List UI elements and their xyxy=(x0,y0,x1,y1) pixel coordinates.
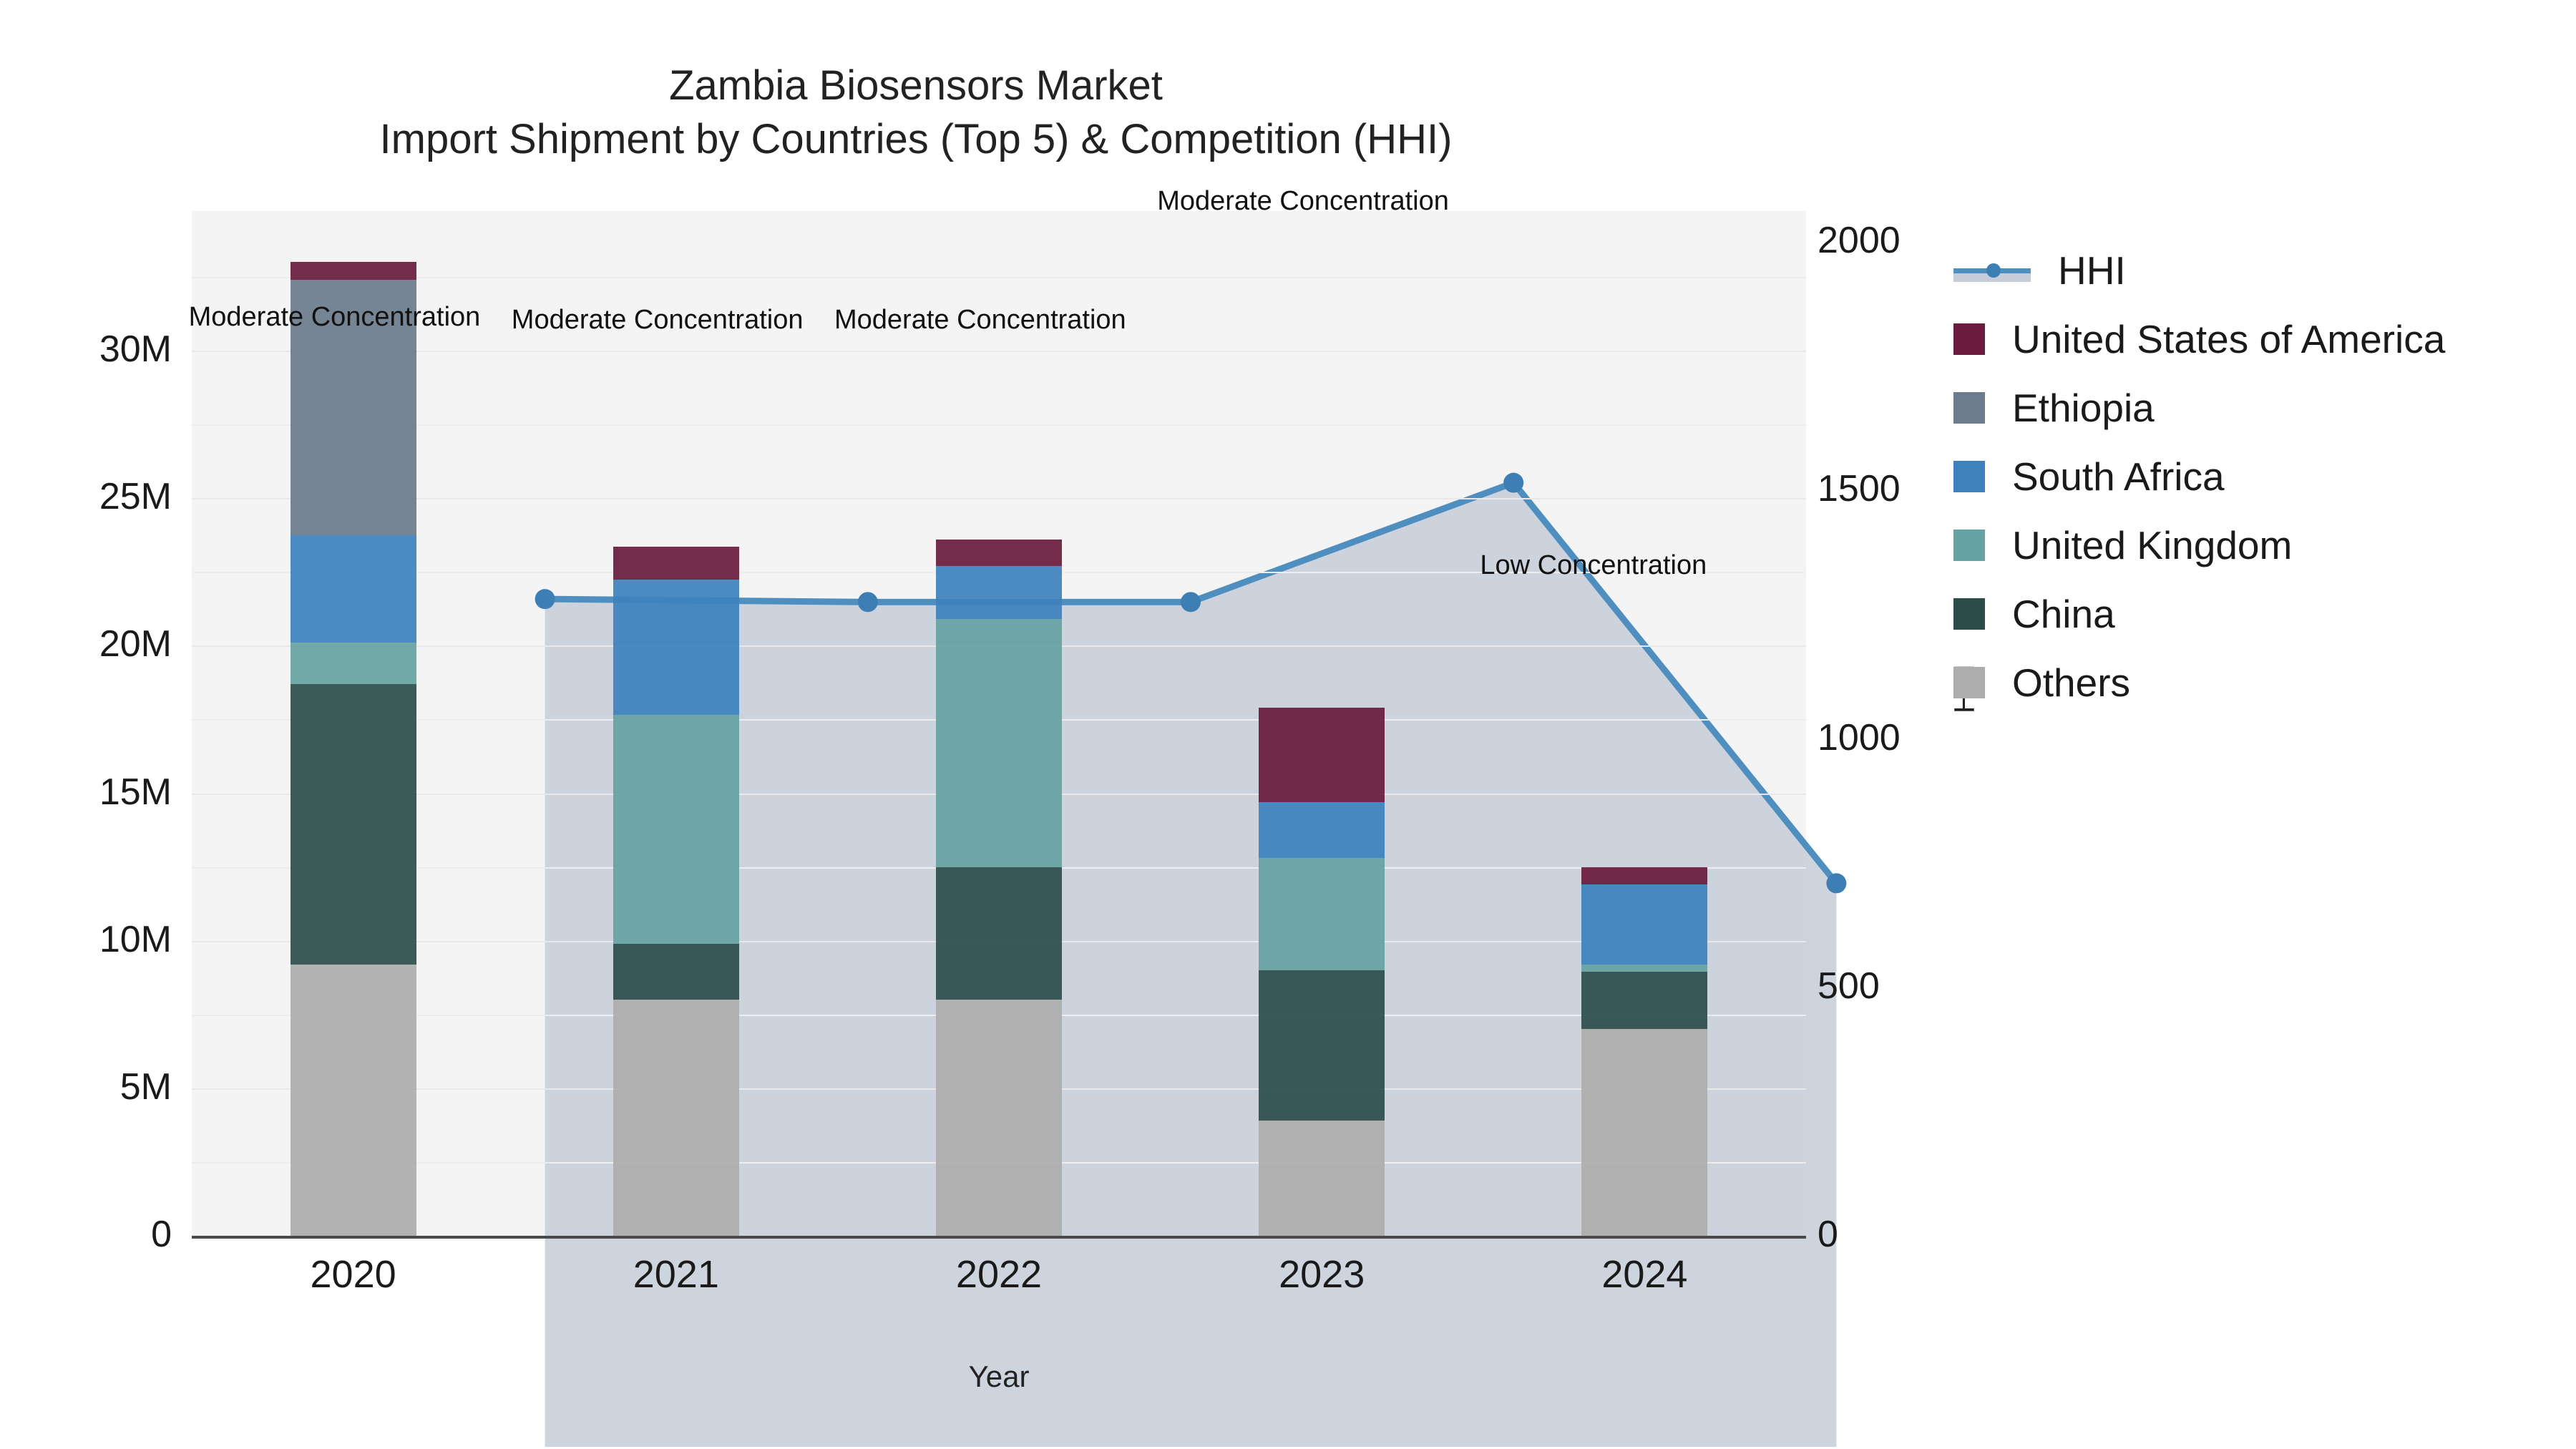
y-axis-left-tick-label: 15M xyxy=(99,771,172,813)
annotation-2024: Low Concentration xyxy=(1480,550,1707,581)
bar-segment-china[interactable] xyxy=(613,943,739,1000)
bar-segment-united-states-of-america[interactable] xyxy=(936,539,1062,566)
legend-label: HHI xyxy=(2058,248,2126,293)
legend-color-swatch xyxy=(1953,323,1985,355)
legend-color-swatch xyxy=(1953,667,1985,698)
hhi-marker-2024[interactable] xyxy=(1826,873,1847,894)
bar-segment-china[interactable] xyxy=(1259,970,1385,1121)
bar-segment-others[interactable] xyxy=(290,964,416,1236)
x-axis-tick-label: 2024 xyxy=(1601,1253,1688,1296)
x-axis-tick-label: 2021 xyxy=(633,1253,719,1296)
y-axis-left-tick-label: 10M xyxy=(99,918,172,960)
chart-title-block: Zambia Biosensors Market Import Shipment… xyxy=(0,59,1832,167)
legend-item-united-kingdom[interactable]: United Kingdom xyxy=(1953,511,2445,580)
bar-segment-south-africa[interactable] xyxy=(1259,801,1385,859)
y-axis-right-tick-label: 0 xyxy=(1818,1214,1838,1255)
bar-segment-united-kingdom[interactable] xyxy=(936,619,1062,867)
legend-label: South Africa xyxy=(2012,454,2225,499)
x-axis-tick-label: 2023 xyxy=(1279,1253,1365,1296)
bar-segment-united-kingdom[interactable] xyxy=(1259,858,1385,970)
legend-item-hhi[interactable]: HHI xyxy=(1953,236,2445,305)
gridline xyxy=(192,351,1806,352)
hhi-area-fill xyxy=(545,482,1837,1447)
hhi-marker-2021[interactable] xyxy=(857,592,878,613)
y-axis-right-tick-label: 1000 xyxy=(1818,716,1901,758)
stacked-bar-2022[interactable] xyxy=(936,211,1062,1236)
x-axis-tick-label: 2020 xyxy=(310,1253,396,1296)
bar-segment-others[interactable] xyxy=(1259,1121,1385,1236)
bar-segment-united-states-of-america[interactable] xyxy=(613,547,739,580)
bar-segment-others[interactable] xyxy=(936,1000,1062,1236)
gridline-minor xyxy=(192,276,1806,278)
bar-segment-south-africa[interactable] xyxy=(290,535,416,643)
bar-segment-ethiopia[interactable] xyxy=(290,280,416,535)
bar-segment-united-kingdom[interactable] xyxy=(1581,964,1708,972)
bar-segment-china[interactable] xyxy=(290,683,416,965)
legend-color-swatch xyxy=(1953,392,1985,424)
legend-item-others[interactable]: Others xyxy=(1953,648,2445,717)
chart-title-line-1: Zambia Biosensors Market xyxy=(669,62,1163,109)
x-axis-tick-label: 2022 xyxy=(955,1253,1043,1296)
y-axis-left-tick-label: 5M xyxy=(119,1065,172,1108)
legend-line-swatch xyxy=(1953,255,2031,286)
bar-segment-china[interactable] xyxy=(1581,971,1708,1030)
bar-segment-united-states-of-america[interactable] xyxy=(1581,867,1708,885)
bar-segment-south-africa[interactable] xyxy=(1581,884,1708,965)
stacked-bar-2021[interactable] xyxy=(613,211,739,1236)
y-axis-left-tick-label: 20M xyxy=(99,623,172,665)
bar-segment-united-states-of-america[interactable] xyxy=(290,262,416,280)
annotation-2022: Moderate Concentration xyxy=(834,305,1126,336)
bar-segment-china[interactable] xyxy=(936,867,1062,1000)
legend-item-south-africa[interactable]: South Africa xyxy=(1953,442,2445,511)
gridline-minor xyxy=(192,424,1806,426)
legend-item-united-states-of-america[interactable]: United States of America xyxy=(1953,305,2445,374)
legend-label: United Kingdom xyxy=(2012,523,2293,567)
annotation-2023: Moderate Concentration xyxy=(1157,185,1449,216)
y-axis-right-tick-label: 500 xyxy=(1818,965,1880,1007)
legend-item-ethiopia[interactable]: Ethiopia xyxy=(1953,374,2445,442)
bar-segment-united-kingdom[interactable] xyxy=(290,643,416,684)
legend-color-swatch xyxy=(1953,530,1985,561)
bar-segment-united-states-of-america[interactable] xyxy=(1259,707,1385,802)
y-axis-left-tick-label: 25M xyxy=(99,476,172,518)
legend-color-swatch xyxy=(1953,461,1985,492)
stacked-bar-2024[interactable] xyxy=(1581,211,1708,1236)
chart-title-line-2: Import Shipment by Countries (Top 5) & C… xyxy=(379,116,1453,163)
hhi-marker-2023[interactable] xyxy=(1503,472,1524,493)
legend-color-swatch xyxy=(1953,598,1985,630)
y-axis-right-tick-label: 1500 xyxy=(1818,468,1901,510)
legend-item-china[interactable]: China xyxy=(1953,580,2445,648)
y-axis-left-tick-label: 0 xyxy=(151,1214,172,1255)
bar-segment-others[interactable] xyxy=(613,1000,739,1236)
x-axis-line xyxy=(192,1236,1806,1239)
stacked-bar-2023[interactable] xyxy=(1259,211,1385,1236)
bar-segment-others[interactable] xyxy=(1581,1029,1708,1236)
stacked-bar-2020[interactable] xyxy=(290,211,416,1236)
legend-label: Others xyxy=(2012,660,2131,705)
bar-segment-south-africa[interactable] xyxy=(936,566,1062,620)
legend-label: China xyxy=(2012,592,2115,636)
legend-label: United States of America xyxy=(2012,317,2446,361)
gridline xyxy=(192,498,1806,500)
chart-legend: HHI United States of America Ethiopia South… xyxy=(1953,236,2445,717)
hhi-line-overlay xyxy=(535,472,1847,1447)
annotation-2021: Moderate Concentration xyxy=(511,305,804,336)
bar-segment-united-kingdom[interactable] xyxy=(613,715,739,944)
annotation-2020: Moderate Concentration xyxy=(188,302,481,333)
y-axis-right-tick-label: 2000 xyxy=(1818,220,1901,261)
y-axis-left-tick-label: 30M xyxy=(99,328,172,370)
bar-segment-south-africa[interactable] xyxy=(613,579,739,716)
legend-label: Ethiopia xyxy=(2012,386,2155,430)
hhi-marker-2022[interactable] xyxy=(1181,592,1201,613)
plot-area: Moderate Concentration Moderate Concentra… xyxy=(188,186,1847,1447)
hhi-marker-2020[interactable] xyxy=(535,589,555,610)
x-axis-title: Year xyxy=(968,1360,1030,1393)
